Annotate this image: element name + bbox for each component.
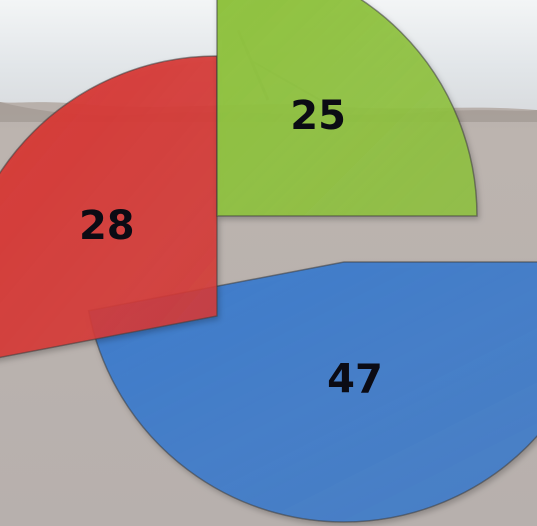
pie-slice-3: [216, 0, 478, 217]
pie-slice-3-label: 25: [290, 93, 346, 139]
pie-slice-1: [87, 261, 537, 523]
pie-slice-2: [0, 55, 218, 359]
pie-slice-1-label: 47: [327, 356, 383, 402]
pie-slice-2-label: 28: [79, 203, 135, 249]
pie-data-labels: 47 28 25: [79, 93, 383, 403]
